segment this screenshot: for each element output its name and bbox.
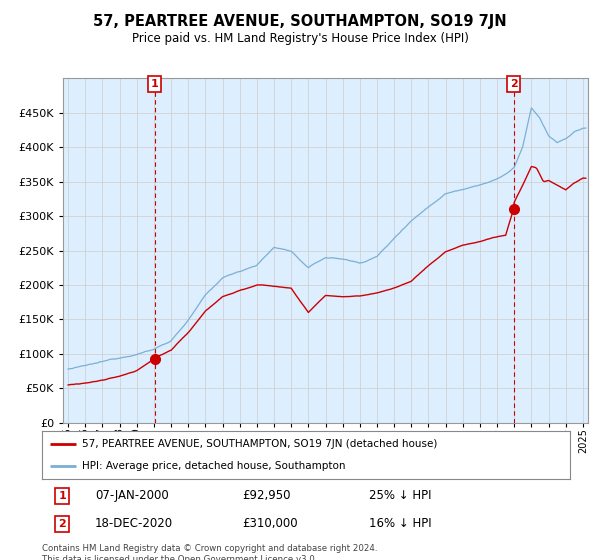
Text: £92,950: £92,950	[242, 489, 291, 502]
Text: £310,000: £310,000	[242, 517, 298, 530]
Text: 57, PEARTREE AVENUE, SOUTHAMPTON, SO19 7JN (detached house): 57, PEARTREE AVENUE, SOUTHAMPTON, SO19 7…	[82, 439, 437, 449]
Text: 16% ↓ HPI: 16% ↓ HPI	[370, 517, 432, 530]
Text: 57, PEARTREE AVENUE, SOUTHAMPTON, SO19 7JN: 57, PEARTREE AVENUE, SOUTHAMPTON, SO19 7…	[93, 14, 507, 29]
Text: 07-JAN-2000: 07-JAN-2000	[95, 489, 169, 502]
Text: 1: 1	[58, 491, 66, 501]
Text: 2: 2	[509, 79, 517, 89]
Text: Price paid vs. HM Land Registry's House Price Index (HPI): Price paid vs. HM Land Registry's House …	[131, 32, 469, 45]
Text: 25% ↓ HPI: 25% ↓ HPI	[370, 489, 432, 502]
Text: 1: 1	[151, 79, 158, 89]
Text: 2: 2	[58, 519, 66, 529]
Text: 18-DEC-2020: 18-DEC-2020	[95, 517, 173, 530]
Text: HPI: Average price, detached house, Southampton: HPI: Average price, detached house, Sout…	[82, 461, 345, 471]
Text: Contains HM Land Registry data © Crown copyright and database right 2024.
This d: Contains HM Land Registry data © Crown c…	[42, 544, 377, 560]
